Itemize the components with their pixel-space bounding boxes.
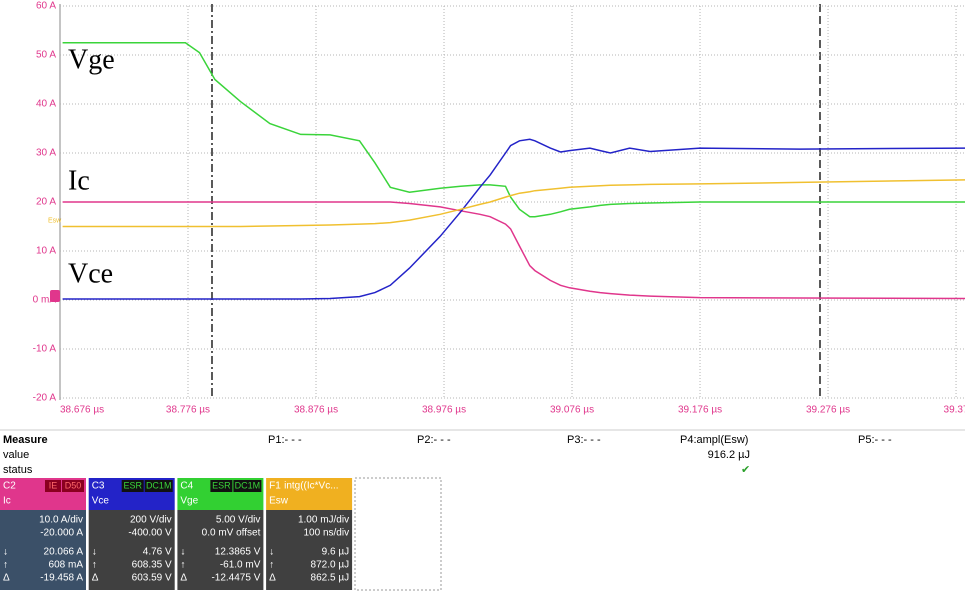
cursor-value: 12.3865 V (215, 547, 261, 558)
x-tick-label: 38.876 µs (294, 405, 338, 416)
y-tick-label: 10 A (36, 246, 56, 257)
series-line (62, 138, 965, 300)
cursor-symbol: Δ (180, 573, 187, 584)
y-tick-label: 30 A (36, 148, 56, 159)
series-label: Vce (68, 258, 113, 289)
series-line (62, 179, 965, 228)
channel-body (266, 510, 353, 590)
channel-name: Vge (180, 496, 198, 507)
cursor-symbol: Δ (269, 573, 276, 584)
channel-name: Esw (269, 496, 289, 507)
channel-id: F1 (269, 481, 281, 492)
channel-id: C4 (180, 481, 193, 492)
channel-badge-text: DC1M (235, 480, 261, 490)
channel-header (266, 478, 353, 510)
channel-badge-text: IE (49, 480, 58, 490)
empty-slot (354, 477, 442, 591)
cursor-symbol: ↓ (269, 547, 274, 558)
cursor-value: 608.35 V (132, 560, 172, 571)
cursor-value: 862.5 µJ (311, 573, 350, 584)
channel-id: C3 (92, 481, 105, 492)
series-line (62, 201, 965, 300)
series-label: Ic (68, 165, 90, 196)
channel-badge (45, 480, 61, 492)
x-tick-label: 39.176 µs (678, 405, 722, 416)
channel-setting: 200 V/div (130, 515, 172, 526)
cursor-value: 9.6 µJ (322, 547, 349, 558)
y-tick-label: -10 A (33, 344, 57, 355)
channel-setting: 5.00 V/div (216, 515, 260, 526)
channel-name: Ic (3, 496, 11, 507)
cursor-symbol: ↓ (180, 547, 185, 558)
channel-setting: -400.00 V (128, 528, 172, 539)
channel-badge-text: DC1M (146, 480, 172, 490)
x-tick-label: 38.676 µs (60, 405, 104, 416)
channel-marker (50, 290, 60, 302)
y-tick-label: 0 mA (33, 295, 57, 306)
channel-setting: 100 ns/div (304, 528, 350, 539)
series-label: Vge (68, 44, 115, 75)
cursor-value: 4.76 V (143, 547, 172, 558)
cursor-symbol: ↓ (92, 547, 97, 558)
channel-badge (144, 480, 173, 492)
cursor-value: 608 mA (49, 560, 84, 571)
channel-badge-text: D50 (65, 480, 82, 490)
channel-id: C2 (3, 481, 16, 492)
y-tick-label: 50 A (36, 50, 56, 61)
x-tick-label: 39.276 µs (806, 405, 850, 416)
cursor-symbol: Δ (3, 573, 10, 584)
measure-value: 916.2 µJ (708, 449, 750, 461)
x-tick-label: 38.776 µs (166, 405, 210, 416)
y-tick-label: 60 A (36, 1, 56, 12)
y-tick-label: 20 A (36, 197, 56, 208)
measure-row-label: value (3, 449, 29, 461)
cursor-value: -19.458 A (40, 573, 83, 584)
channel-badge (62, 480, 84, 492)
measure-status: ✔ (741, 464, 750, 476)
series-line (62, 42, 965, 218)
channel-body (88, 510, 175, 590)
measure-title: Measure (3, 434, 48, 446)
channel-badge (121, 480, 144, 492)
series-label: Esw (48, 217, 62, 224)
y-tick-label: 40 A (36, 99, 56, 110)
cursor-symbol: ↑ (180, 560, 185, 571)
channel-body (0, 510, 86, 590)
x-tick-label: 39.076 µs (550, 405, 594, 416)
cursor-symbol: ↓ (3, 547, 8, 558)
channel-formula: intg((Ic*Vc... (284, 481, 338, 492)
measure-row-label: status (3, 464, 33, 476)
cursor-value: 20.066 A (44, 547, 84, 558)
channel-body (177, 510, 264, 590)
measure-column: P2:- - - (417, 434, 451, 446)
channel-badge-text: ESR (212, 480, 231, 490)
channel-setting: 0.0 mV offset (202, 528, 261, 539)
channel-setting: 10.0 A/div (39, 515, 83, 526)
cursor-symbol: Δ (92, 573, 99, 584)
cursor-value: -61.0 mV (220, 560, 261, 571)
y-tick-label: -20 A (33, 393, 57, 404)
x-tick-label: 39.37 (944, 405, 965, 416)
channel-badge-text: ESR (123, 480, 142, 490)
channel-setting: 1.00 mJ/div (298, 515, 349, 526)
measure-column: P4:ampl(Esw) (680, 434, 748, 446)
channel-name: Vce (92, 496, 110, 507)
cursor-value: -12.4475 V (211, 573, 260, 584)
cursor-value: 603.59 V (132, 573, 172, 584)
measure-column: P1:- - - (268, 434, 302, 446)
x-tick-label: 38.976 µs (422, 405, 466, 416)
cursor-symbol: ↑ (92, 560, 97, 571)
cursor-value: 872.0 µJ (311, 560, 350, 571)
cursor-symbol: ↑ (3, 560, 8, 571)
measure-column: P5:- - - (858, 434, 892, 446)
channel-badge (210, 480, 233, 492)
channel-badge (233, 480, 262, 492)
channel-setting: -20.000 A (40, 528, 83, 539)
measure-column: P3:- - - (567, 434, 601, 446)
cursor-symbol: ↑ (269, 560, 274, 571)
